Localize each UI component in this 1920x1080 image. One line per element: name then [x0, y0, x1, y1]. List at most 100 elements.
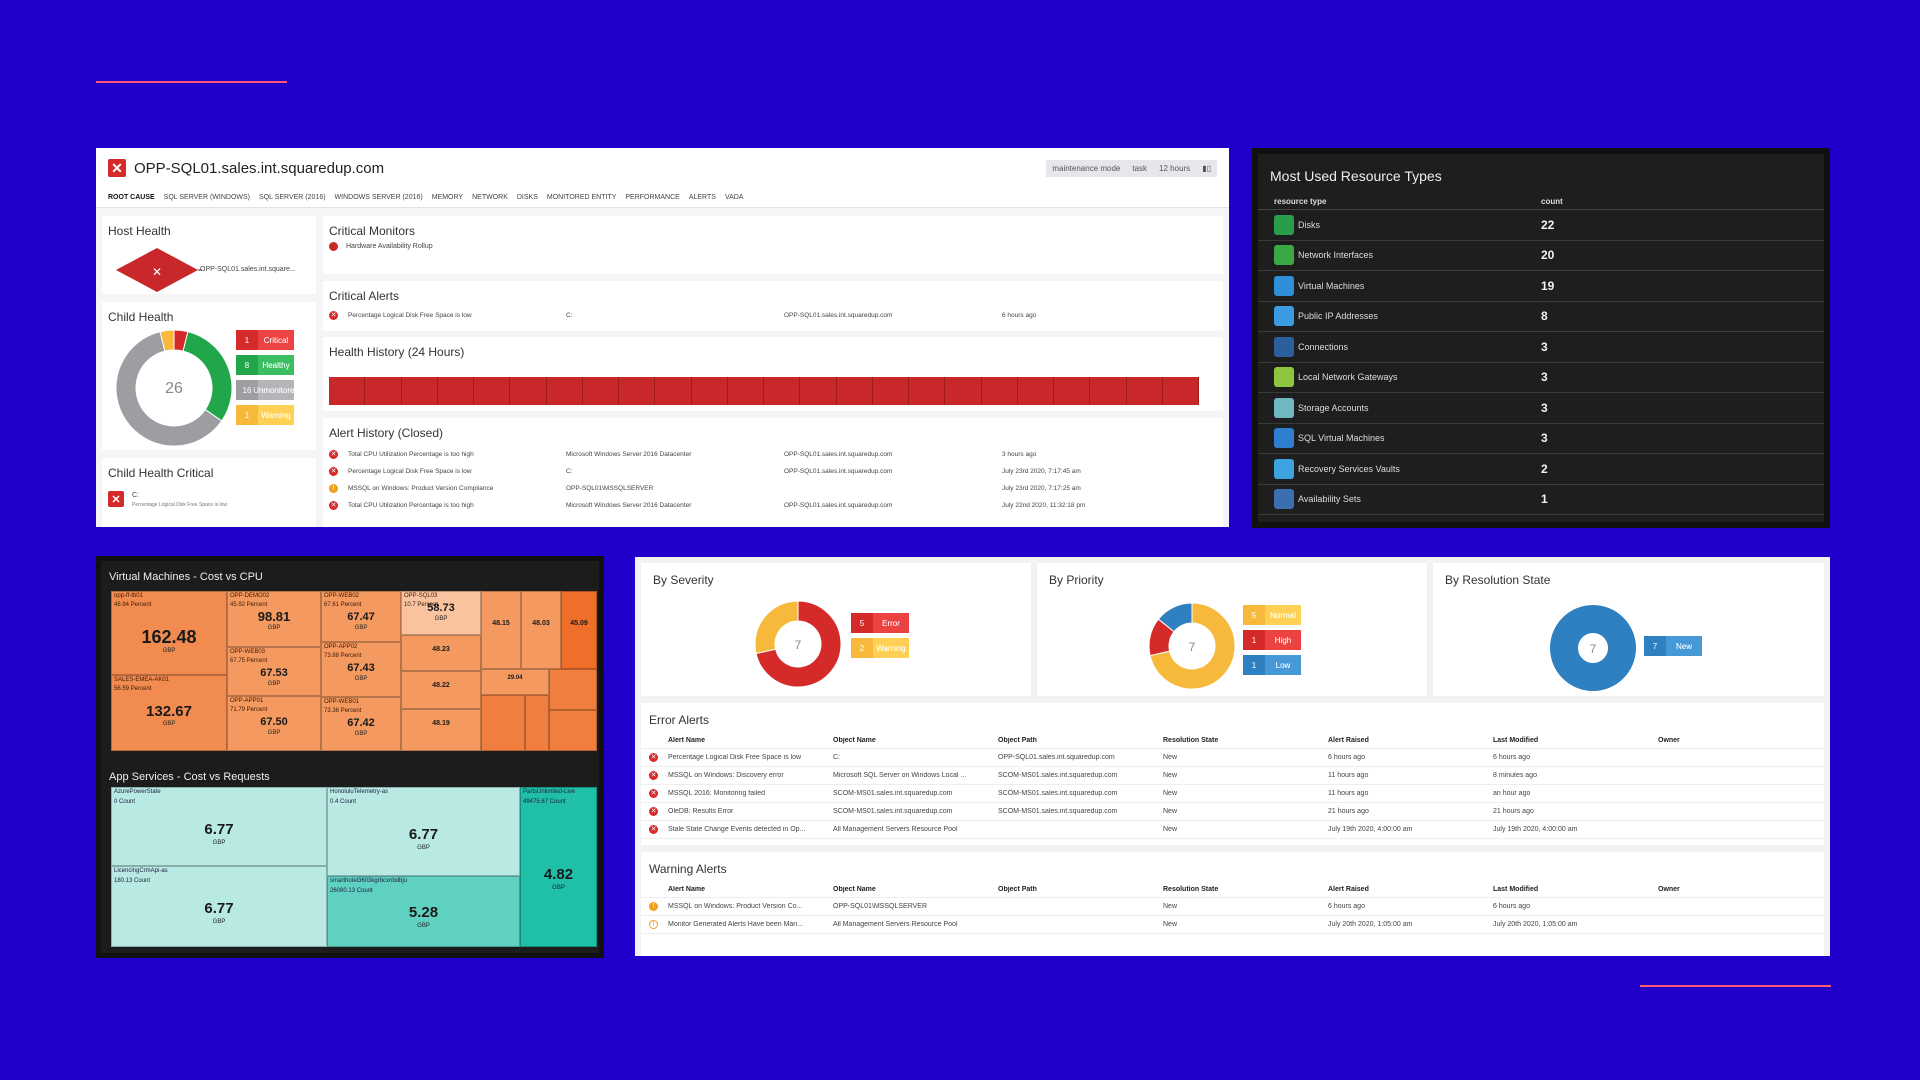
alert-row[interactable]: ✕ Total CPU Utilization Percentage is too…	[323, 446, 1223, 463]
history-segment[interactable]	[800, 377, 837, 405]
alert-row[interactable]: ! MSSQL on Windows: Product Version Compl…	[323, 480, 1223, 497]
severity-donut[interactable]: 7	[755, 601, 841, 687]
vm-treemap-cell[interactable]: 45.09	[561, 591, 597, 669]
legend-new[interactable]: 7 New	[1644, 636, 1702, 656]
table-row[interactable]: ✕ MSSQL on Windows: Discovery error Micros…	[641, 767, 1824, 785]
resource-row[interactable]: Storage Accounts 3	[1258, 393, 1824, 424]
vm-treemap-cell[interactable]: 48.22	[401, 671, 481, 709]
tab-6[interactable]: DISKS	[516, 194, 538, 201]
column-header[interactable]: Resolution State	[1163, 737, 1219, 744]
timeframe-button[interactable]: 12 hours	[1159, 163, 1191, 173]
history-segment[interactable]	[510, 377, 547, 405]
history-segment[interactable]	[365, 377, 402, 405]
vm-treemap-cell[interactable]	[549, 669, 597, 710]
history-segment[interactable]	[655, 377, 692, 405]
tab-5[interactable]: NETWORK	[472, 194, 508, 201]
legend-warning[interactable]: 1 Warning	[236, 405, 294, 425]
vm-treemap-cell[interactable]: 29.04	[481, 669, 549, 695]
tab-3[interactable]: WINDOWS SERVER (2016)	[334, 194, 423, 201]
history-segment[interactable]	[437, 377, 474, 405]
legend-low[interactable]: 1 Low	[1243, 655, 1301, 675]
alert-row[interactable]: ✕ Percentage Logical Disk Free Space is l…	[323, 463, 1223, 480]
donut-slice-unmonitored[interactable]	[115, 331, 223, 447]
table-row[interactable]: ✕ MSSQL 2016: Monitoring failed SCOM-MS01.…	[641, 785, 1824, 803]
donut-slice-error[interactable]	[755, 601, 841, 687]
resource-row[interactable]: Public IP Addresses 8	[1258, 302, 1824, 332]
column-header[interactable]: Last Modified	[1493, 886, 1539, 893]
column-header[interactable]: Resolution State	[1163, 886, 1219, 893]
resource-row[interactable]: Network Interfaces 20	[1258, 241, 1824, 271]
tab-2[interactable]: SQL SERVER (2016)	[259, 194, 326, 201]
history-segment[interactable]	[546, 377, 583, 405]
legend-healthy[interactable]: 8 Healthy	[236, 355, 294, 375]
column-header[interactable]: Object Path	[998, 737, 1037, 744]
column-header[interactable]: Alert Raised	[1328, 886, 1369, 893]
vm-treemap-cell[interactable]: OPP-WEB01 73.38 Percent 67.42 GBP	[321, 697, 401, 751]
tab-9[interactable]: ALERTS	[688, 194, 716, 201]
alert-row[interactable]: ✕ Percentage Logical Disk Free Space is l…	[323, 307, 1223, 324]
vm-treemap-cell[interactable]: OPP-WEB03 67.75 Percent 67.53 GBP	[227, 647, 321, 696]
legend-high[interactable]: 1 High	[1243, 630, 1301, 650]
donut-slice-low[interactable]	[1157, 603, 1193, 633]
history-segment[interactable]	[329, 377, 366, 405]
vm-treemap-cell[interactable]: 48.19	[401, 709, 481, 751]
history-segment[interactable]	[945, 377, 982, 405]
tab-8[interactable]: PERFORMANCE	[625, 194, 680, 201]
health-history-bar[interactable]	[329, 377, 1199, 405]
vm-treemap-cell[interactable]: 48.15	[481, 591, 521, 669]
child-health-donut[interactable]: 26	[114, 328, 234, 448]
legend-error[interactable]: 5 Error	[851, 613, 909, 633]
resource-row[interactable]: SQL Virtual Machines 3	[1258, 424, 1824, 454]
history-segment[interactable]	[909, 377, 946, 405]
maintenance-mode-button[interactable]: maintenance mode	[1052, 163, 1121, 173]
history-segment[interactable]	[727, 377, 764, 405]
history-segment[interactable]	[619, 377, 656, 405]
tab-7[interactable]: MONITORED ENTITY	[546, 194, 617, 201]
history-segment[interactable]	[1126, 377, 1163, 405]
column-header[interactable]: Alert Name	[668, 737, 705, 744]
task-button[interactable]: task	[1132, 163, 1148, 173]
history-segment[interactable]	[764, 377, 801, 405]
resolution-donut[interactable]: 7	[1550, 605, 1636, 691]
tab-1[interactable]: SQL SERVER (WINDOWS)	[163, 194, 251, 201]
resource-row[interactable]: Connections 3	[1258, 332, 1824, 363]
tab-10[interactable]: VADA	[724, 194, 744, 201]
column-header[interactable]: Last Modified	[1493, 737, 1539, 744]
donut-slice-normal[interactable]	[1149, 603, 1235, 689]
critical-item[interactable]: C:	[132, 492, 139, 499]
history-segment[interactable]	[1162, 377, 1199, 405]
critical-monitor-row[interactable]: Hardware Availability Rollup	[323, 242, 1223, 251]
vm-treemap-cell[interactable]	[525, 695, 549, 751]
resource-row[interactable]: Local Network Gateways 3	[1258, 363, 1824, 393]
vm-treemap-cell[interactable]	[481, 695, 525, 751]
app-treemap-cell[interactable]: LicencingCrmApi-as 180.13 Count 6.77 GBP	[111, 866, 327, 947]
tab-4[interactable]: MEMORY	[431, 194, 464, 201]
history-segment[interactable]	[1017, 377, 1054, 405]
column-header[interactable]: Object Name	[833, 886, 876, 893]
legend-critical[interactable]: 1 Critical	[236, 330, 294, 350]
vm-treemap-cell[interactable]: opp-ff-tb01 48.94 Percent 162.48 GBP	[111, 591, 227, 675]
history-segment[interactable]	[474, 377, 511, 405]
history-segment[interactable]	[981, 377, 1018, 405]
column-header[interactable]: Object Name	[833, 737, 876, 744]
vm-treemap-cell[interactable]: 48.23	[401, 635, 481, 671]
app-treemap-cell[interactable]: PartsUnlimited-Live 49475.67 Count 4.82 GBP	[520, 787, 597, 947]
resource-row[interactable]: Availability Sets 1	[1258, 485, 1824, 515]
vm-treemap-cell[interactable]	[549, 710, 597, 751]
vm-treemap-cell[interactable]: SALES-EMEA-AK01 56.59 Percent 132.67 GBP	[111, 675, 227, 751]
app-treemap-cell[interactable]: AzurePowerState 0 Count 6.77 GBP	[111, 787, 327, 866]
legend-warning[interactable]: 2 Warning	[851, 638, 909, 658]
vm-treemap-cell[interactable]: OPP-SQL03 10.7 Percent 58.73 GBP	[401, 591, 481, 635]
alert-row[interactable]: ✕ Total CPU Utilization Percentage is too…	[323, 497, 1223, 514]
history-segment[interactable]	[582, 377, 619, 405]
history-segment[interactable]	[872, 377, 909, 405]
history-segment[interactable]	[836, 377, 873, 405]
vm-treemap-cell[interactable]: OPP-APP01 71.79 Percent 67.50 GBP	[227, 696, 321, 751]
history-segment[interactable]	[1054, 377, 1091, 405]
panel-icon[interactable]: ▮▯	[1202, 163, 1211, 173]
donut-slice-warning[interactable]	[755, 601, 799, 655]
column-header[interactable]: Owner	[1658, 886, 1680, 893]
column-header[interactable]: Object Path	[998, 886, 1037, 893]
vm-treemap-cell[interactable]: OPP-APP02 73.88 Percent 67.43 GBP	[321, 642, 401, 697]
history-segment[interactable]	[1090, 377, 1127, 405]
